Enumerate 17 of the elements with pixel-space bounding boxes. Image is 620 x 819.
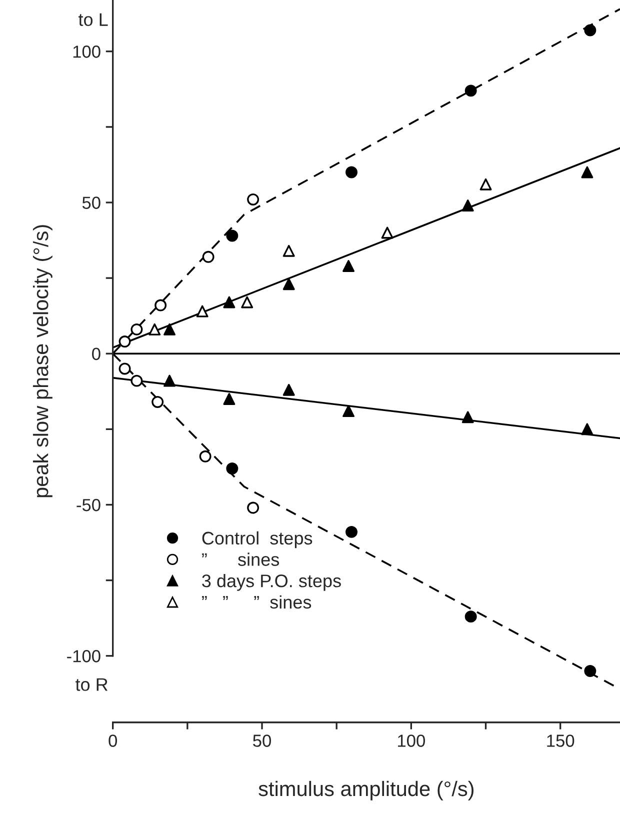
legend-label: Control steps: [202, 531, 312, 548]
y-tick-label: 0: [92, 348, 100, 360]
x-tick-label: 150: [547, 734, 574, 747]
x-tick-label: 50: [253, 734, 271, 747]
legend-label: 3 days P.O. steps: [202, 574, 341, 591]
legend-label: ” sines: [202, 552, 279, 566]
y-tick-label: 100: [73, 46, 100, 58]
y-tick-label: -100: [67, 650, 100, 662]
y-tick-label: -50: [76, 498, 100, 512]
text: to R: [76, 678, 108, 691]
x-axis-title: stimulus amplitude (°/s): [258, 780, 474, 800]
y-axis-title: peak slow phase velocity (°/s): [32, 225, 52, 498]
x-tick-label: 0: [108, 734, 117, 747]
text: to L: [78, 13, 108, 26]
x-tick-label: 100: [398, 734, 425, 747]
legend-label: ” ” ” sines: [202, 595, 312, 609]
y-tick-label: 50: [82, 196, 100, 209]
